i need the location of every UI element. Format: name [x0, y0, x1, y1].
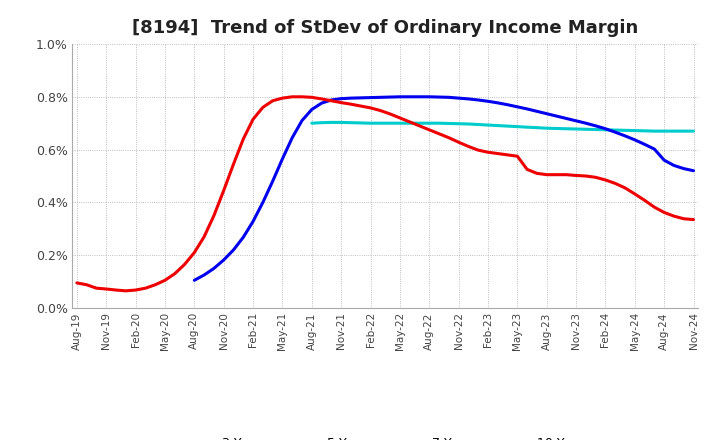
Title: [8194]  Trend of StDev of Ordinary Income Margin: [8194] Trend of StDev of Ordinary Income… [132, 19, 639, 37]
Legend: 3 Years, 5 Years, 7 Years, 10 Years: 3 Years, 5 Years, 7 Years, 10 Years [176, 432, 595, 440]
